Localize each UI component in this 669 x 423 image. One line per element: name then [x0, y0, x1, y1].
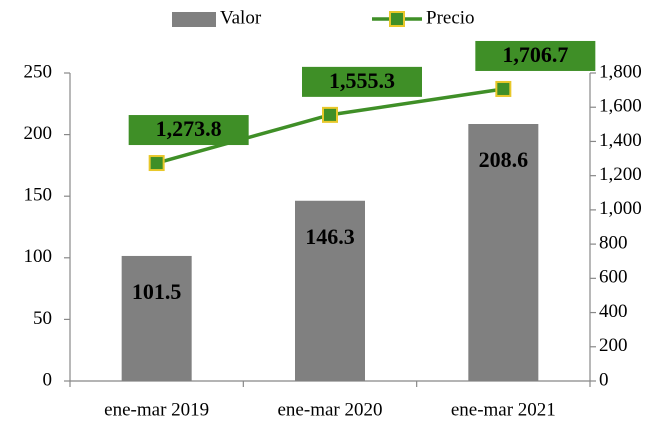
bar-label: 146.3 [305, 224, 355, 249]
y2-tick-label: 400 [599, 301, 628, 322]
legend-label: Valor [220, 7, 262, 28]
y-tick-label: 0 [43, 369, 53, 390]
line-label: 1,273.8 [156, 116, 222, 141]
marker [148, 155, 165, 172]
y-tick-label: 250 [24, 61, 53, 82]
y2-tick-label: 1,200 [599, 164, 642, 185]
y2-tick-label: 1,600 [599, 96, 642, 117]
y-tick-label: 50 [33, 308, 52, 329]
y2-tick-label: 0 [599, 369, 609, 390]
label-box [128, 115, 249, 146]
line-label: 1,555.3 [329, 68, 395, 93]
bar-label: 101.5 [132, 279, 182, 304]
bar [295, 200, 365, 381]
y2-tick-label: 1,800 [599, 61, 642, 82]
legend-label: Precio [426, 7, 475, 28]
y-tick-label: 100 [24, 246, 53, 267]
marker [495, 80, 512, 97]
bar [468, 124, 539, 382]
label-box [475, 40, 596, 71]
y-tick-label: 150 [24, 185, 53, 206]
line-label: 1,706.7 [502, 42, 568, 67]
y2-tick-label: 200 [599, 335, 628, 356]
legend-marker [389, 11, 405, 27]
bar [121, 255, 192, 381]
bar-label: 208.6 [479, 147, 529, 172]
y2-tick-label: 1,000 [599, 198, 642, 219]
legend-swatch [172, 12, 216, 27]
x-tick-label: ene-mar 2020 [278, 399, 383, 420]
x-tick-label: ene-mar 2019 [104, 399, 209, 420]
x-tick-label: ene-mar 2021 [451, 399, 556, 420]
y-tick-label: 200 [24, 123, 53, 144]
y2-tick-label: 800 [599, 232, 628, 253]
y2-tick-label: 1,400 [599, 130, 642, 151]
y2-tick-label: 600 [599, 267, 628, 288]
marker [322, 106, 338, 123]
label-box [302, 66, 422, 97]
